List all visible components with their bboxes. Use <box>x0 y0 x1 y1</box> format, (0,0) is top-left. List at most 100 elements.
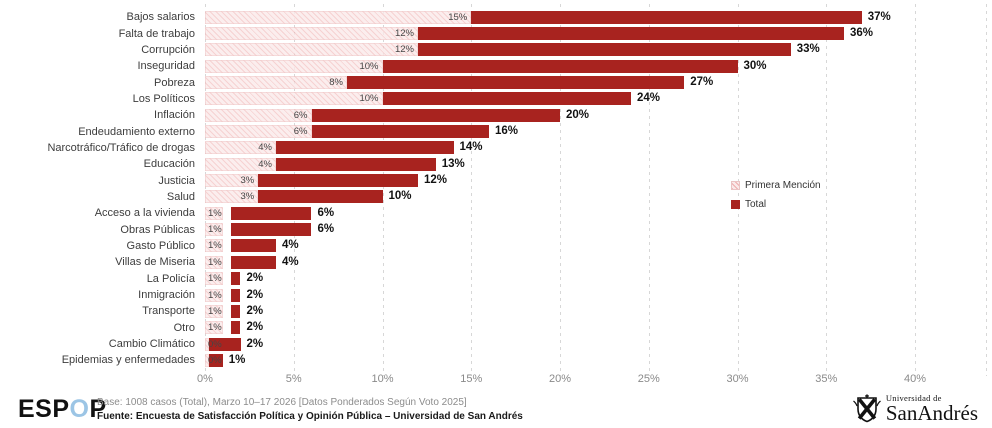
chart-row: La Policía 1% 2% <box>0 271 992 287</box>
primera-mencion-bar <box>205 206 223 220</box>
bar-track: 12% 33% <box>205 43 986 57</box>
primera-mencion-bar <box>205 272 223 286</box>
primera-mencion-value: 10% <box>359 93 379 105</box>
primera-mencion-bar <box>205 190 259 204</box>
bar-track: 3% 12% <box>205 174 986 188</box>
chart-row: Justicia 3% 12% <box>0 172 992 188</box>
bar-track: 10% 30% <box>205 59 986 73</box>
bar-track: 15% 37% <box>205 10 986 24</box>
category-label: Acceso a la vivienda <box>94 207 195 220</box>
gridline <box>986 4 987 376</box>
espop-logo-text-end: P <box>89 395 107 423</box>
chart-row: Acceso a la vivienda 1% 6% <box>0 205 992 221</box>
total-bar <box>418 43 791 57</box>
category-label: Transporte <box>142 305 195 318</box>
total-value: 37% <box>867 10 891 23</box>
category-label: Salud <box>166 190 195 203</box>
primera-mencion-value: 10% <box>359 60 379 72</box>
gridline <box>737 4 739 376</box>
total-value: 6% <box>317 206 335 219</box>
category-label: Obras Públicas <box>120 223 195 236</box>
bar-track: 3% 10% <box>205 190 986 204</box>
primera-mencion-bar <box>205 288 223 302</box>
university-small-text: Universidad de <box>885 393 942 403</box>
primera-mencion-bar <box>205 255 223 269</box>
total-swatch-icon <box>731 200 740 209</box>
gridline <box>826 4 828 376</box>
bar-track: 1% 2% <box>205 321 986 335</box>
x-axis-tick: 0% <box>197 373 213 385</box>
primera-mencion-value: 0% <box>208 354 222 366</box>
total-bar <box>276 141 454 155</box>
total-value: 12% <box>424 174 448 187</box>
x-axis-tick: 35% <box>815 373 838 385</box>
category-label: Inseguridad <box>137 60 196 73</box>
primera-mencion-value: 12% <box>394 44 414 56</box>
primera-mencion-bar <box>205 141 276 155</box>
primera-mencion-value: 1% <box>208 240 222 252</box>
fuente-note: Fuente: Encuesta de Satisfacción Polític… <box>97 410 523 422</box>
primera-mencion-value: 6% <box>293 126 308 138</box>
primera-mencion-value: 1% <box>208 207 222 219</box>
total-value: 4% <box>282 255 299 268</box>
source-text-block: Base: 1008 casos (Total), Marzo 10–17 20… <box>97 396 523 423</box>
category-label: Gasto Público <box>126 239 195 252</box>
bar-track: 1% 2% <box>205 272 986 286</box>
total-value: 16% <box>495 125 519 138</box>
primera-mencion-value: 15% <box>448 11 468 23</box>
total-value: 24% <box>637 92 661 105</box>
primera-mencion-value: 3% <box>240 175 255 187</box>
primera-mencion-value: 4% <box>258 158 272 170</box>
chart-row: Otro 1% 2% <box>0 320 992 336</box>
x-axis-tick: 25% <box>637 373 660 385</box>
chart-row: Inflación 6% 20% <box>0 107 992 123</box>
espop-logo-text: ESP <box>18 395 70 423</box>
category-label: Bajos salarios <box>126 11 195 24</box>
gridline <box>293 4 295 376</box>
category-label: Falta de trabajo <box>118 27 195 40</box>
primera-mencion-value: 1% <box>208 289 222 301</box>
chart-row: Transporte 1% 2% <box>0 303 992 319</box>
x-axis-tick: 40% <box>903 373 927 385</box>
category-label: La Policía <box>146 272 195 285</box>
category-label: Inmigración <box>138 289 195 302</box>
total-bar <box>311 125 489 139</box>
chart-row: Inseguridad 10% 30% <box>0 58 992 74</box>
total-bar <box>230 304 241 318</box>
primera-mencion-bar <box>205 10 472 24</box>
category-label: Narcotráfico/Tráfico de drogas <box>47 141 195 154</box>
total-bar <box>258 174 418 188</box>
total-bar <box>347 76 685 90</box>
primera-mencion-bar <box>205 353 210 367</box>
total-value: 2% <box>246 304 264 317</box>
total-value: 27% <box>690 76 714 89</box>
bar-track: 1% 2% <box>205 288 986 302</box>
primera-mencion-value: 1% <box>208 224 222 236</box>
legend-label-primera: Primera Mención <box>745 180 821 191</box>
gridline <box>648 4 650 376</box>
legend-item-primera-mencion[interactable]: Primera Mención <box>731 180 821 191</box>
chart-row: Narcotráfico/Tráfico de drogas 4% 14% <box>0 140 992 156</box>
legend-item-total[interactable]: Total <box>731 199 821 210</box>
total-bar <box>230 321 241 335</box>
total-value: 2% <box>246 288 264 301</box>
primera-mencion-value: 0% <box>208 338 222 350</box>
primera-mencion-bar <box>205 108 312 122</box>
university-crest-icon <box>852 394 881 423</box>
bar-track: 1% 6% <box>205 206 986 220</box>
total-bar <box>258 190 383 204</box>
chart-row: Epidemias y enfermedades 0% 1% <box>0 352 992 368</box>
total-value: 33% <box>796 43 820 56</box>
total-value: 13% <box>441 157 465 170</box>
footer: ESPOP Base: 1008 casos (Total), Marzo 10… <box>0 386 992 428</box>
primera-mencion-bar <box>205 239 223 253</box>
plot-gridlines <box>205 4 987 376</box>
total-bar <box>276 157 436 171</box>
chart-row: Gasto Público 1% 4% <box>0 238 992 254</box>
total-bar <box>418 27 844 41</box>
bar-track: 8% 27% <box>205 76 986 90</box>
total-value: 2% <box>246 337 264 350</box>
total-value: 30% <box>743 59 767 72</box>
category-label: Educación <box>143 158 195 171</box>
gridline <box>471 4 473 376</box>
